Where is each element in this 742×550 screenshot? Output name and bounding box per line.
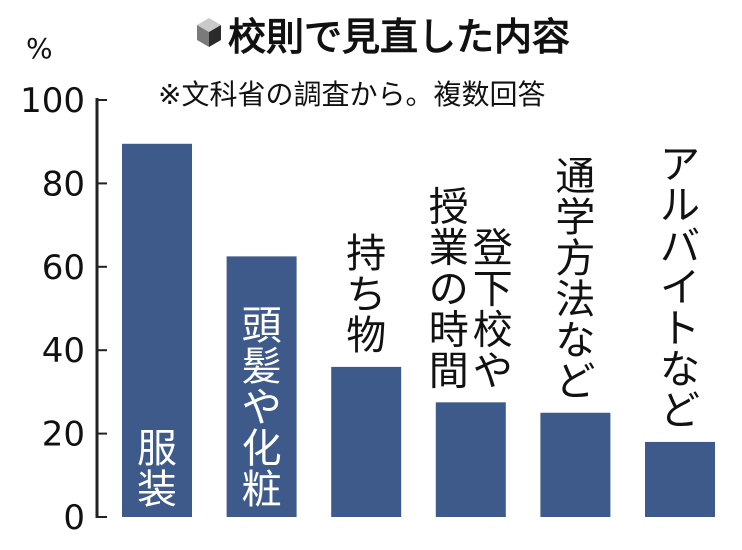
category-label-char: 物 bbox=[346, 313, 386, 359]
category-label-char: 業 bbox=[429, 225, 469, 271]
bar bbox=[331, 366, 402, 517]
category-label-char: や bbox=[473, 348, 513, 394]
category-label-char: 服 bbox=[137, 426, 177, 472]
y-tick-label: 60 bbox=[42, 248, 85, 288]
category-label-char: 頭 bbox=[242, 303, 282, 349]
bar bbox=[122, 143, 192, 517]
category-label-char: 方 bbox=[555, 236, 595, 282]
category-label-char: 髪 bbox=[242, 344, 282, 390]
category-label-char: 間 bbox=[429, 348, 469, 394]
chart-subtitle: ※文科省の調査から。複数回答 bbox=[158, 78, 545, 111]
category-label-char: ど bbox=[555, 359, 595, 405]
bar bbox=[645, 441, 715, 517]
category-label: 服装 bbox=[137, 426, 177, 513]
bars bbox=[122, 143, 715, 517]
category-label-char: 持 bbox=[346, 231, 386, 277]
category-label-char: イ bbox=[660, 265, 700, 311]
y-tick-label: 80 bbox=[42, 164, 85, 204]
cube-icon bbox=[197, 18, 221, 47]
y-tick-label: 20 bbox=[42, 415, 85, 455]
category-label-char: ア bbox=[660, 142, 700, 188]
bar bbox=[435, 402, 506, 517]
y-tick-label: 0 bbox=[63, 498, 85, 538]
category-label-char: の bbox=[429, 266, 469, 312]
category-label-char: 装 bbox=[137, 467, 177, 513]
bar bbox=[540, 412, 611, 517]
category-label-char: 下 bbox=[473, 266, 513, 312]
category-label-char: 時 bbox=[429, 307, 469, 353]
category-label-char: 化 bbox=[242, 426, 282, 472]
category-label-char: や bbox=[242, 385, 282, 431]
category-label: 持ち物 bbox=[346, 231, 386, 359]
category-label-char: ち bbox=[346, 272, 386, 318]
y-tick-label: 100 bbox=[20, 81, 85, 121]
y-tick-label: 40 bbox=[42, 331, 85, 371]
category-label-char: 校 bbox=[473, 307, 513, 353]
bar bbox=[226, 256, 297, 517]
category-label-char: な bbox=[660, 347, 700, 393]
category-label-char: ル bbox=[660, 183, 700, 229]
category-label-char: 授 bbox=[429, 184, 469, 230]
chart-title: 校則で見直した内容 bbox=[228, 15, 570, 59]
category-label-char: な bbox=[555, 318, 595, 364]
category-label-char: バ bbox=[660, 224, 700, 270]
category-label-char: 学 bbox=[555, 195, 595, 241]
category-label-char: 粧 bbox=[242, 467, 282, 513]
category-label-char: 登 bbox=[473, 225, 513, 271]
y-axis: 0 20 40 60 80 100 bbox=[20, 81, 107, 538]
category-label-char: 通 bbox=[555, 154, 595, 200]
y-axis-unit-label: % bbox=[26, 32, 53, 65]
category-label-char: ど bbox=[660, 388, 700, 434]
category-label-char: 法 bbox=[555, 277, 595, 323]
category-label-char: ト bbox=[660, 306, 700, 352]
